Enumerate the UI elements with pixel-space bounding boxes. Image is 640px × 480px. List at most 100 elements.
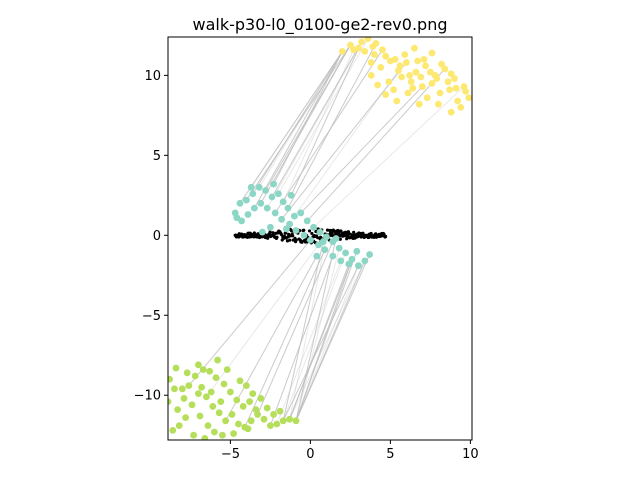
scatter-point xyxy=(263,404,271,412)
scatter-point xyxy=(428,49,436,57)
link-line xyxy=(188,239,311,386)
scatter-point xyxy=(419,83,426,90)
scatter-point xyxy=(283,225,290,233)
link-line xyxy=(252,51,343,194)
scatter-point xyxy=(195,390,202,398)
link-line xyxy=(266,47,359,209)
scatter-point xyxy=(236,377,244,385)
scatter-point xyxy=(270,180,277,188)
scatter-point xyxy=(323,233,330,241)
scatter-point xyxy=(172,364,180,372)
scatter-point xyxy=(227,388,234,396)
scatter-point xyxy=(203,393,210,401)
scatter-point xyxy=(391,55,399,63)
scatter-point xyxy=(398,73,405,81)
scatter-point xyxy=(195,361,202,369)
scatter-point xyxy=(355,262,362,270)
scatter-point xyxy=(175,422,183,430)
scatter-point xyxy=(249,190,257,198)
scatter-point xyxy=(275,190,282,198)
scatter-point xyxy=(207,388,215,396)
scatter-point xyxy=(191,372,199,380)
scatter-point xyxy=(451,75,458,82)
scatter-point xyxy=(279,198,287,206)
scatter-point xyxy=(217,398,225,406)
scatter-point xyxy=(198,383,206,391)
scatter-point xyxy=(219,431,226,439)
scatter-point xyxy=(251,204,258,212)
scatter-point xyxy=(284,204,292,212)
walk-point xyxy=(346,230,351,234)
scatter-point xyxy=(233,214,241,222)
scatter-point xyxy=(169,427,177,434)
scatter-point xyxy=(239,403,247,410)
scatter-point xyxy=(457,103,465,111)
scatter-point xyxy=(223,366,231,374)
link-line xyxy=(225,255,318,422)
scatter-point xyxy=(441,65,449,73)
scatter-point xyxy=(303,217,311,225)
scatter-point xyxy=(180,395,188,402)
link-line xyxy=(289,263,350,420)
scatter-point xyxy=(236,199,244,207)
scatter-point xyxy=(238,217,246,225)
scatter-point xyxy=(335,244,343,252)
scatter-point xyxy=(454,97,461,105)
walk-points xyxy=(233,227,388,245)
scatter-point xyxy=(403,59,410,66)
scatter-point xyxy=(271,209,279,217)
y-tick-label: 5 xyxy=(153,149,161,164)
y-tick-label: 0 xyxy=(153,229,161,244)
scatter-point xyxy=(412,68,420,76)
scatter-point xyxy=(342,249,349,257)
scatter-point xyxy=(407,78,415,86)
scatter-point xyxy=(267,422,274,430)
scatter-point xyxy=(270,411,277,418)
link-line xyxy=(260,44,351,204)
scatter-point xyxy=(204,422,212,430)
link-line xyxy=(281,62,407,220)
scatter-point xyxy=(438,60,445,68)
scatter-point xyxy=(273,420,281,428)
link-line xyxy=(282,49,355,202)
scatter-point xyxy=(206,367,214,375)
scatter-point xyxy=(243,382,250,390)
x-axis: −5 0 5 10 xyxy=(221,440,479,462)
scatter-point xyxy=(452,84,460,92)
link-line xyxy=(295,238,337,421)
scatter-point xyxy=(385,78,393,86)
scatter-point xyxy=(257,395,265,402)
link-line xyxy=(300,86,423,214)
scatter-point xyxy=(247,183,255,191)
link-line xyxy=(289,236,327,420)
scatter-point xyxy=(287,191,295,199)
scatter-point xyxy=(404,89,412,97)
link-line xyxy=(295,254,371,422)
chart-title: walk-p30-l0_0100-ge2-rev0.png xyxy=(193,15,448,35)
scatter-point xyxy=(286,220,293,228)
scatter-point xyxy=(382,52,389,60)
scatter-point xyxy=(260,415,268,423)
scatter-point xyxy=(436,89,444,97)
scatter-point xyxy=(353,247,361,255)
walk-point xyxy=(352,230,356,234)
x-tick-label: 5 xyxy=(386,447,394,462)
scatter-point xyxy=(319,238,327,246)
scatter-point xyxy=(379,46,386,54)
scatter-point xyxy=(428,79,436,87)
link-line xyxy=(295,259,353,421)
cluster-points xyxy=(168,37,472,440)
link-line xyxy=(250,51,343,188)
scatter-point xyxy=(465,94,472,102)
scatter-point xyxy=(171,385,178,393)
scatter-point xyxy=(244,425,252,433)
scatter-point xyxy=(300,231,308,239)
scatter-point xyxy=(168,375,173,383)
scatter-point xyxy=(347,41,354,49)
link-line xyxy=(269,255,334,426)
link-line xyxy=(257,241,334,415)
scatter-point xyxy=(339,47,346,55)
scatter-point xyxy=(420,55,428,63)
x-tick-label: 0 xyxy=(306,447,314,462)
walk-point xyxy=(310,231,314,236)
